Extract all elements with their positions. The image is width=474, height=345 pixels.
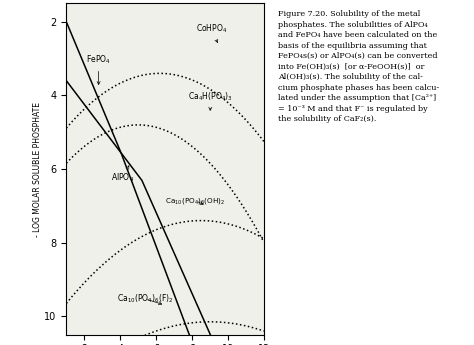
Text: Ca$_4$H(PO$_4$)$_3$: Ca$_4$H(PO$_4$)$_3$ — [189, 90, 233, 110]
Text: AlPO$_4$: AlPO$_4$ — [111, 166, 134, 184]
Text: CoHPO$_4$: CoHPO$_4$ — [196, 22, 227, 42]
Text: FePO$_4$: FePO$_4$ — [86, 53, 111, 85]
Text: Ca$_{10}$(PO$_4$)$_6$(OH)$_2$: Ca$_{10}$(PO$_4$)$_6$(OH)$_2$ — [165, 196, 226, 206]
Text: Figure 7.20. Solubility of the metal
phosphates. The solubilities of AlPO₄
and F: Figure 7.20. Solubility of the metal pho… — [278, 10, 439, 123]
Y-axis label: - LOG MOLAR SOLUBLE PHOSPHATE: - LOG MOLAR SOLUBLE PHOSPHATE — [33, 101, 42, 237]
Text: Ca$_{10}$(PO$_4$)$_6$(F)$_2$: Ca$_{10}$(PO$_4$)$_6$(F)$_2$ — [117, 293, 173, 305]
